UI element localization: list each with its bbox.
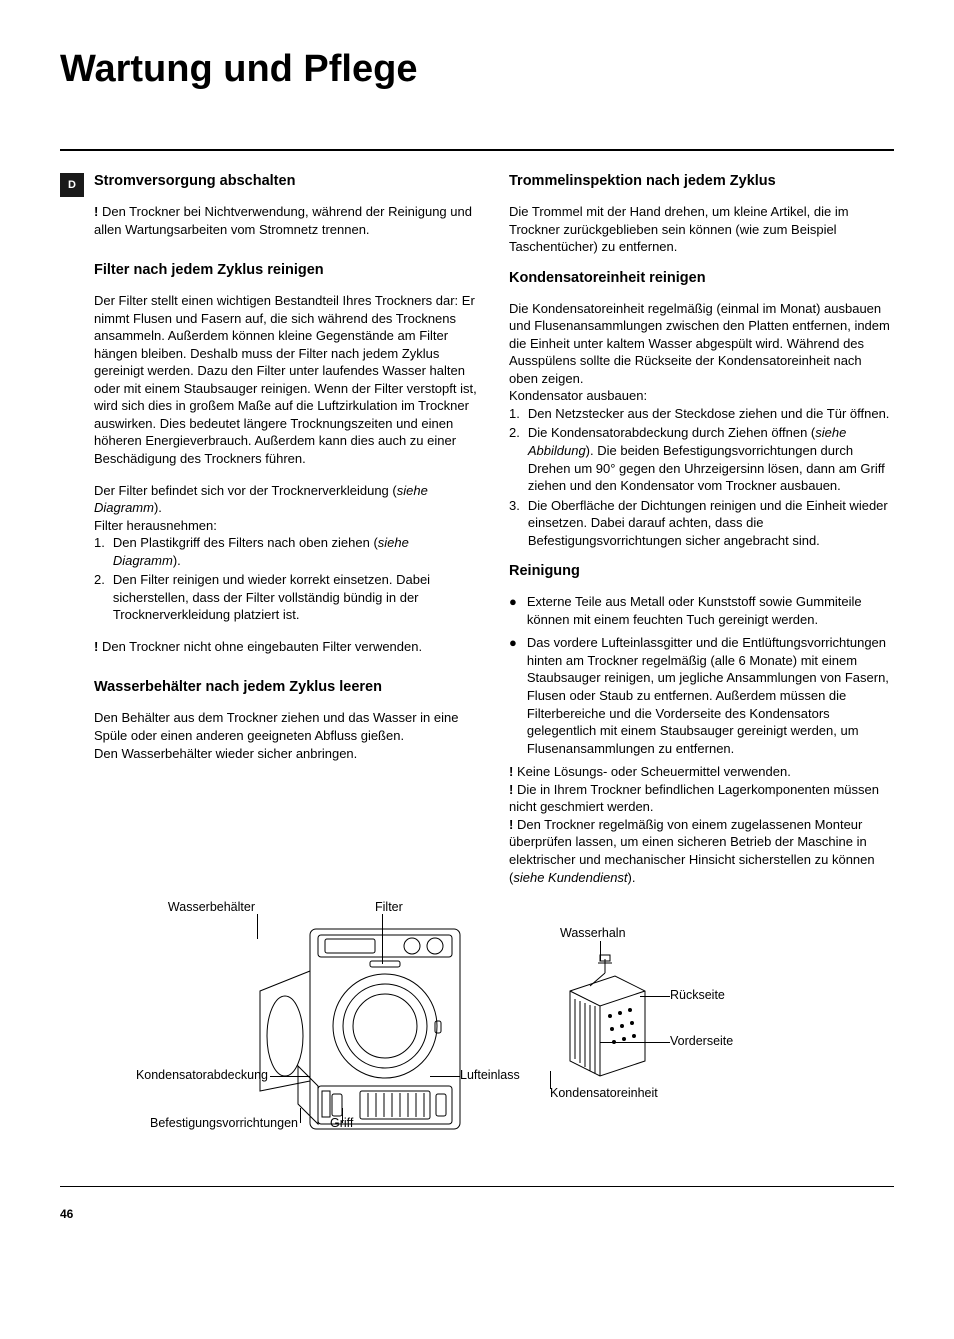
para-drum: Die Trommel mit der Hand drehen, um klei… [509,203,894,256]
num: 2. [509,424,520,494]
warn2: ! Die in Ihrem Trockner befindlichen Lag… [509,781,894,816]
text: Die Kondensatorabdeckung durch Ziehen öf… [528,424,894,494]
language-tab: D [60,173,84,197]
text: Den Plastikgriff des Filters nach oben z… [113,534,479,569]
heading-condenser: Kondensatoreinheit reinigen [509,270,894,286]
text: Keine Lösungs- oder Scheuermittel verwen… [517,764,791,779]
warning-mark: ! [509,817,517,832]
bullet: ● [509,593,517,628]
condenser-steps: 1. Den Netzstecker aus der Steckdose zie… [509,405,894,549]
warning-mark: ! [509,782,517,797]
label-lufteinlass: Lufteinlass [460,1068,520,1082]
label-wasserhahn: Wasserhaln [560,926,626,940]
label-kondensatorabdeckung: Kondensatorabdeckung [108,1068,268,1082]
heading-filter: Filter nach jedem Zyklus reinigen [94,262,479,278]
condenser-drawing [550,951,660,1091]
text: Den Trockner regelmäßig von einem zugela… [509,817,875,885]
list-item: ● Externe Teile aus Metall oder Kunststo… [509,593,894,628]
para-filter-warn: ! Den Trockner nicht ohne eingebauten Fi… [94,638,479,656]
divider-top [60,149,894,151]
warning-mark: ! [94,204,102,219]
para-filter-remove: Filter herausnehmen: [94,517,479,535]
list-item: 2. Den Filter reinigen und wieder korrek… [94,571,479,624]
columns: Stromversorgung abschalten ! Den Trockne… [94,173,894,886]
para-water1: Den Behälter aus dem Trockner ziehen und… [94,709,479,744]
page-number: 46 [60,1207,894,1221]
warning-mark: ! [94,639,102,654]
label-wasserbehalter: Wasserbehälter [160,900,255,914]
list-item: ● Das vordere Lufteinlassgitter und die … [509,634,894,757]
text: Den Trockner nicht ohne eingebauten Filt… [102,639,422,654]
heading-water: Wasserbehälter nach jedem Zyklus leeren [94,679,479,695]
text: Die in Ihrem Trockner befindlichen Lager… [509,782,879,815]
warn3: ! Den Trockner regelmäßig von einem zuge… [509,816,894,886]
para-water2: Den Wasserbehälter wieder sicher anbring… [94,745,479,763]
num: 1. [94,534,105,569]
num: 3. [509,497,520,550]
list-item: 1. Den Netzstecker aus der Steckdose zie… [509,405,894,423]
heading-power: Stromversorgung abschalten [94,173,479,189]
list-item: 2. Die Kondensatorabdeckung durch Ziehen… [509,424,894,494]
divider-bottom [60,1186,894,1187]
text: Die Oberfläche der Dichtungen reinigen u… [528,497,894,550]
dryer-drawing [240,921,480,1146]
para-filter-loc: Der Filter befindet sich vor der Trockne… [94,482,479,517]
label-vorderseite: Vorderseite [670,1034,733,1048]
label-ruckseite: Rückseite [670,988,725,1002]
warning-mark: ! [509,764,517,779]
text: ). [154,500,162,515]
label-kondensatoreinheit: Kondensatoreinheit [550,1086,658,1100]
text: Den Trockner bei Nichtverwendung, währen… [94,204,472,237]
para-power: ! Den Trockner bei Nichtverwendung, währ… [94,203,479,238]
para-condenser: Die Kondensatoreinheit regelmäßig (einma… [509,300,894,388]
content-wrap: D Stromversorgung abschalten ! Den Trock… [60,173,894,886]
text: Den Netzstecker aus der Steckdose ziehen… [528,405,890,423]
right-column: Trommelinspektion nach jedem Zyklus Die … [509,173,894,886]
page-title: Wartung und Pflege [60,48,894,91]
text: Den Filter reinigen und wieder korrekt e… [113,571,479,624]
label-befestigungsvorrichtungen: Befestigungsvorrichtungen [128,1116,298,1130]
text: Externe Teile aus Metall oder Kunststoff… [527,593,894,628]
list-item: 1. Den Plastikgriff des Filters nach obe… [94,534,479,569]
bullet: ● [509,634,517,757]
num: 2. [94,571,105,624]
heading-drum: Trommelinspektion nach jedem Zyklus [509,173,894,189]
filter-steps: 1. Den Plastikgriff des Filters nach obe… [94,534,479,624]
diagram-area: Wasserbehälter Filter Kondensatorabdecku… [60,896,894,1176]
warn1: ! Keine Lösungs- oder Scheuermittel verw… [509,763,894,781]
label-filter: Filter [375,900,403,914]
num: 1. [509,405,520,423]
heading-cleaning: Reinigung [509,563,894,579]
text: Der Filter befindet sich vor der Trockne… [94,483,397,498]
language-tab-container: D [60,173,94,886]
left-column: Stromversorgung abschalten ! Den Trockne… [94,173,479,886]
para-filter-main: Der Filter stellt einen wichtigen Bestan… [94,292,479,467]
para-condenser-remove: Kondensator ausbauen: [509,387,894,405]
list-item: 3. Die Oberfläche der Dichtungen reinige… [509,497,894,550]
cleaning-bullets: ● Externe Teile aus Metall oder Kunststo… [509,593,894,757]
text: Das vordere Lufteinlassgitter und die En… [527,634,894,757]
